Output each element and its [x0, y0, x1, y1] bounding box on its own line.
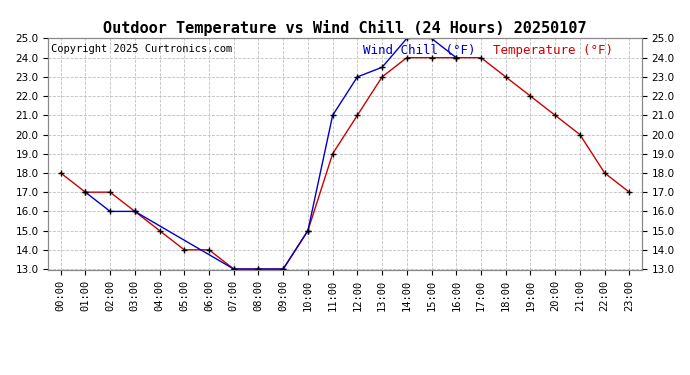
Text: Copyright 2025 Curtronics.com: Copyright 2025 Curtronics.com — [51, 45, 233, 54]
Title: Outdoor Temperature vs Wind Chill (24 Hours) 20250107: Outdoor Temperature vs Wind Chill (24 Ho… — [104, 20, 586, 36]
Text: Wind Chill (°F): Wind Chill (°F) — [363, 45, 475, 57]
Text: Temperature (°F): Temperature (°F) — [493, 45, 613, 57]
